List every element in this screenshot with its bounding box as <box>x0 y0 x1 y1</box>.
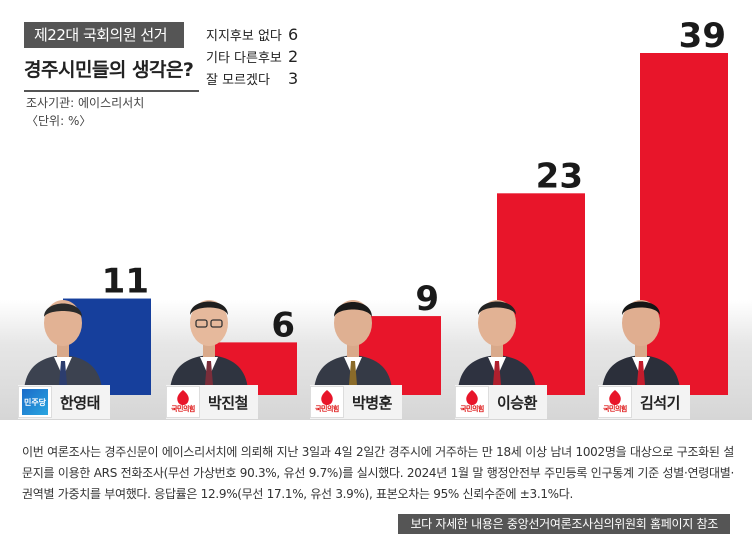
other-response-row: 기타 다른후보 2 <box>206 46 298 68</box>
candidate-name: 이승환 <box>497 393 537 412</box>
candidate-name: 한영태 <box>60 393 100 412</box>
ppp-logo-icon: 국민의힘 <box>598 386 632 418</box>
candidate-portrait <box>170 300 248 390</box>
candidate-portrait <box>458 300 536 390</box>
other-response-label: 지지후보 없다 <box>206 29 282 44</box>
ppp-logo-text: 국민의힘 <box>171 405 195 413</box>
candidate-name-block: 국민의힘 박진철 <box>166 385 258 419</box>
candidate-name-block: 국민의힘 박병훈 <box>310 385 402 419</box>
candidate-portrait <box>602 300 680 390</box>
other-responses: 지지후보 없다 6 기타 다른후보 2 잘 모르겠다 3 <box>206 24 298 90</box>
bar-value-label: 23 <box>536 156 583 196</box>
other-response-row: 잘 모르겠다 3 <box>206 68 298 90</box>
candidate-name: 박진철 <box>208 393 248 412</box>
candidate-name: 박병훈 <box>352 393 392 412</box>
ppp-logo-icon: 국민의힘 <box>310 386 344 418</box>
dp-logo-icon: 민주당 <box>18 386 52 418</box>
other-response-label: 잘 모르겠다 <box>206 73 270 88</box>
other-response-value: 6 <box>288 25 299 44</box>
chart-area: 11 6 9 23 39 제22대 국회의원 선거 경주시민들의 생각은? 조사기관: … <box>0 0 752 420</box>
source-note: 보다 자세한 내용은 중앙선거여론조사심의위원회 홈페이지 참조 <box>398 514 730 534</box>
candidate-portrait <box>314 300 392 390</box>
survey-footnote: 이번 여론조사는 경주신문이 에이스리서치에 의뢰해 지난 3일과 4일 2일간… <box>22 445 734 501</box>
ppp-logo-icon: 국민의힘 <box>455 386 489 418</box>
ppp-logo-text: 국민의힘 <box>460 405 484 413</box>
other-response-value: 2 <box>288 47 299 66</box>
dp-logo-text: 민주당 <box>22 389 48 415</box>
bar-value-label: 39 <box>679 16 726 56</box>
survey-agency: 조사기관: 에이스리서치 <box>26 96 145 110</box>
ppp-logo-icon: 국민의힘 <box>166 386 200 418</box>
election-tag: 제22대 국회의원 선거 <box>24 22 184 48</box>
candidate-name-block: 국민의힘 김석기 <box>598 385 690 419</box>
ppp-logo-text: 국민의힘 <box>315 405 339 413</box>
bar-value-label: 6 <box>271 305 295 345</box>
bar-value-label: 11 <box>102 262 149 302</box>
other-response-value: 3 <box>288 69 299 88</box>
candidate-name-block: 민주당 한영태 <box>18 385 110 419</box>
bar-value-label: 9 <box>415 279 439 319</box>
candidate-name-block: 국민의힘 이승환 <box>455 385 547 419</box>
page-title: 경주시민들의 생각은? <box>24 55 199 92</box>
candidate-name: 김석기 <box>640 393 680 412</box>
ppp-logo-text: 국민의힘 <box>603 405 627 413</box>
candidate-portrait <box>24 300 102 390</box>
unit-label: 〈단위: %〉 <box>26 114 92 128</box>
other-response-label: 기타 다른후보 <box>206 51 282 66</box>
other-response-row: 지지후보 없다 6 <box>206 24 298 46</box>
